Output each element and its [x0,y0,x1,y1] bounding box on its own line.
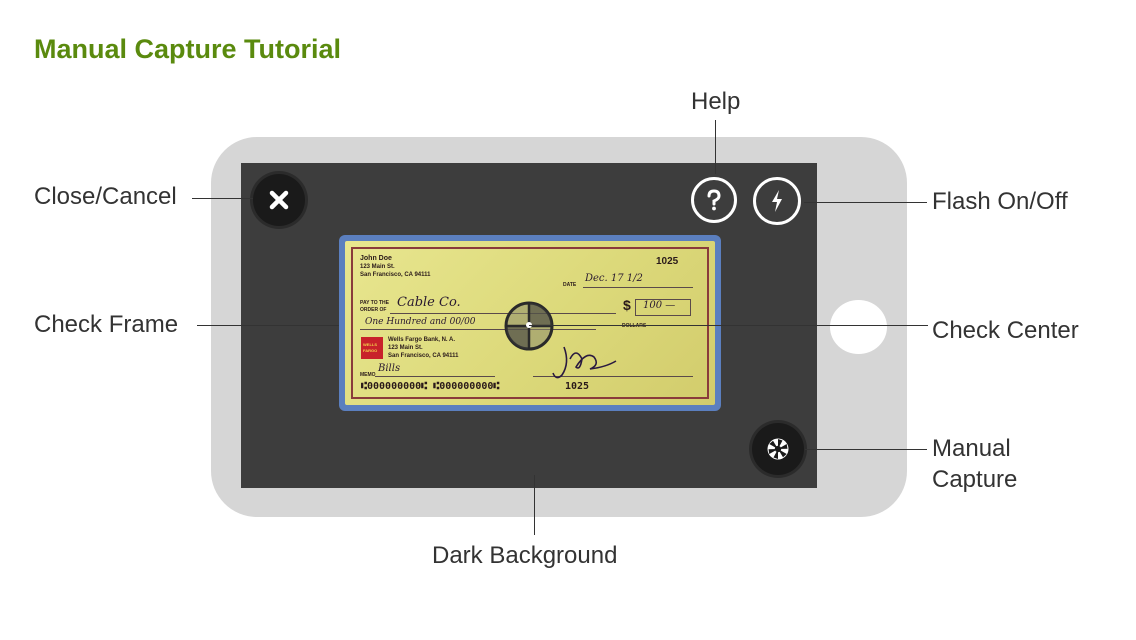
check-amount-words: One Hundred and 00/00 [365,317,476,327]
flash-toggle-button[interactable] [753,177,801,225]
check-center-leader [529,325,928,326]
bank-name: Wells Fargo Bank, N. A. [388,337,456,343]
flash-callout: Flash On/Off [932,188,1068,215]
help-leader [715,120,716,174]
close-leader [192,198,253,199]
check-memo: Bills [378,363,401,374]
check-routing: ⑆000000000⑆ ⑆000000000⑆ [361,381,500,392]
bank-address-2: San Francisco, CA 94111 [388,353,459,359]
manual-capture-callout-line2: Capture [932,466,1018,493]
page-title: Manual Capture Tutorial [34,34,342,64]
close-icon [269,190,289,210]
crosshair-icon [504,301,554,351]
help-button[interactable] [691,177,737,223]
check-micr-number: 1025 [565,381,590,392]
camera-shutter-icon [767,438,789,460]
manual-capture-leader [805,449,927,450]
bank-logo: WELLS FARGO [361,337,383,359]
dark-background-leader [534,475,535,535]
check-dollars-label: DOLLARS [622,323,647,329]
check-signature [552,346,617,379]
lightning-icon [772,190,782,212]
check-frame-callout: Check Frame [34,311,179,338]
check-image: John Doe 123 Main St. San Francisco, CA … [345,241,715,405]
check-memo-label: MEMO [360,372,376,378]
help-callout: Help [691,88,741,115]
close-button[interactable] [253,174,305,226]
check-date-value: Dec. 17 1/2 [585,273,643,284]
check-name: John Doe [360,255,392,262]
check-payee: Cable Co. [397,295,461,310]
close-callout: Close/Cancel [34,183,177,210]
bank-address-1: 123 Main St. [388,345,423,351]
check-dollar-sign: $ [623,297,631,313]
question-icon [707,189,721,211]
check-address-1: 123 Main St. [360,264,395,270]
check-center-callout: Check Center [932,317,1079,344]
home-button [830,300,887,354]
check-date-label: DATE [563,282,577,288]
check-address-2: San Francisco, CA 94111 [360,272,431,278]
check-amount: 100 — [643,300,676,311]
manual-capture-button[interactable] [752,423,804,475]
check-pay-label-1: PAY TO THE [360,300,389,306]
check-border [351,247,709,399]
check-pay-label-2: ORDER OF [360,307,387,313]
dark-background-callout: Dark Background [432,542,618,569]
manual-capture-callout-line1: Manual [932,435,1011,462]
flash-leader [804,202,927,203]
check-number: 1025 [656,256,679,267]
check-frame-leader [197,325,339,326]
